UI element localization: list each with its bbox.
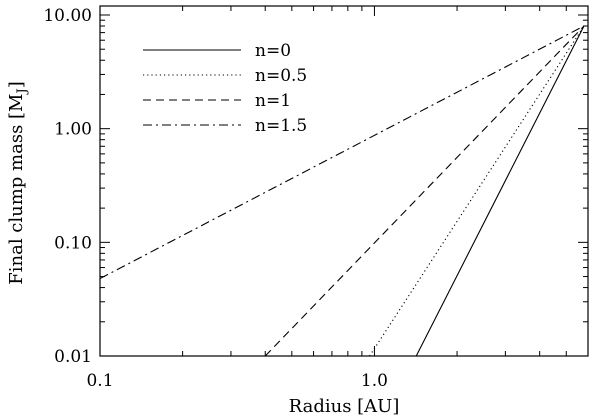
- y-axis-title-main: Final clump mass [M: [6, 94, 27, 285]
- y-axis-title-close: ]: [6, 81, 27, 88]
- legend-label-n-0: n=0: [255, 41, 291, 61]
- plot-frame: [99, 5, 589, 357]
- legend-label-n-1: n=1: [255, 91, 291, 111]
- series-layer: [100, 25, 585, 356]
- x-tick-label: 1.0: [361, 371, 388, 391]
- series-line-n-1-5: [100, 25, 585, 280]
- series-line-n-1: [264, 25, 585, 356]
- y-tick-label: 0.10: [54, 233, 92, 253]
- legend-label-n-0-5: n=0.5: [255, 66, 307, 86]
- y-axis-title: Final clump mass [MJ]: [6, 81, 30, 285]
- y-tick-label: 10.00: [43, 6, 92, 26]
- y-tick-label: 1.00: [54, 120, 92, 140]
- x-axis-title: Radius [AU]: [289, 396, 400, 417]
- legend: n=0 n=0.5 n=1 n=1.5: [143, 41, 307, 136]
- x-tick-label: 0.1: [86, 371, 113, 391]
- legend-label-n-1-5: n=1.5: [255, 116, 307, 136]
- ticks-layer: 0.1 1.0 0.01 0.10 1.00 10.00: [43, 6, 588, 391]
- y-axis-title-subscript: J: [15, 88, 30, 95]
- y-tick-label: 0.01: [54, 347, 92, 367]
- series-line-n-0-5: [369, 25, 585, 356]
- series-line-n-0: [415, 25, 585, 356]
